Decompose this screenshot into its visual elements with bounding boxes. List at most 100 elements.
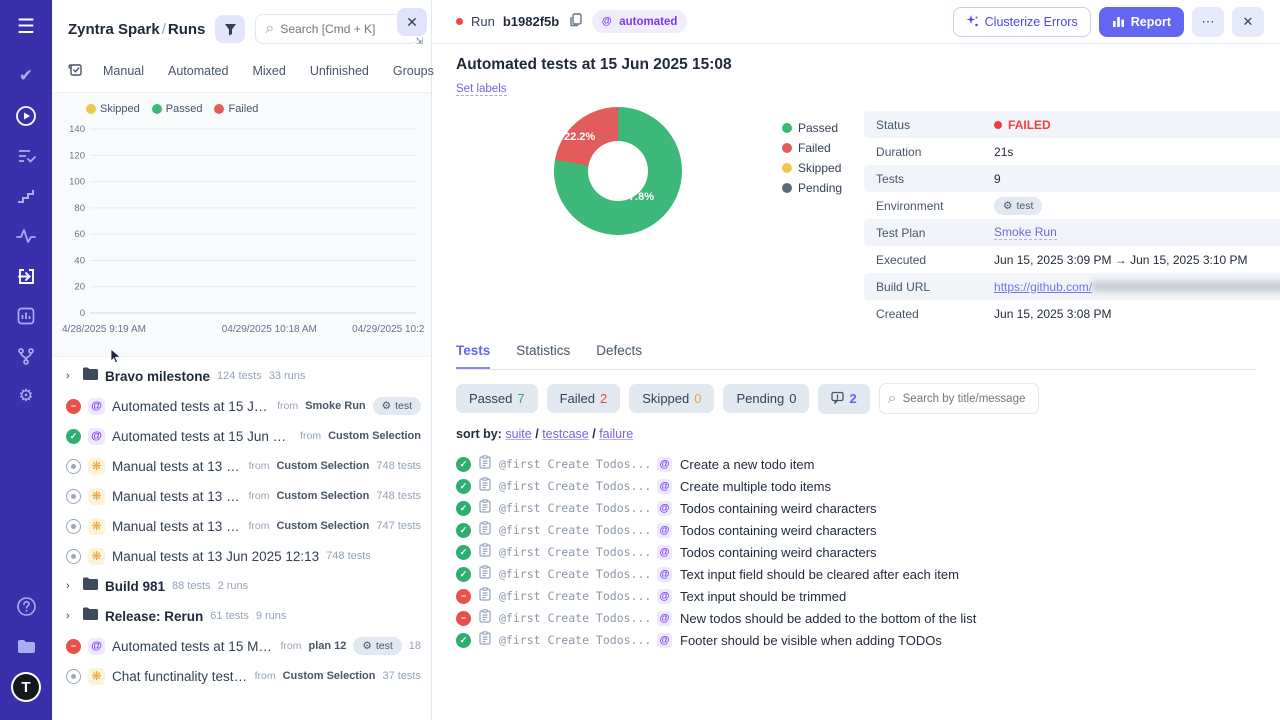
folder-row[interactable]: › Build 981 88 tests 2 runs	[52, 571, 431, 601]
runs-list: › Bravo milestone 124 tests 33 runs − @ …	[52, 357, 431, 720]
test-title[interactable]: New todos should be added to the bottom …	[680, 611, 976, 626]
test-suite-label[interactable]: @first Create Todos...	[499, 479, 649, 493]
test-row[interactable]: ✓ @first Create Todos... @ Todos contain…	[456, 541, 1256, 563]
test-suite-label[interactable]: @first Create Todos...	[499, 589, 649, 603]
close-run-button[interactable]: ✕	[1232, 7, 1264, 37]
test-title[interactable]: Todos containing weird characters	[680, 545, 877, 560]
test-row[interactable]: ✓ @first Create Todos... @ Create a new …	[456, 453, 1256, 475]
passed-dot-icon	[152, 104, 162, 114]
analytics-icon[interactable]	[12, 302, 40, 330]
results-donut-chart: 22.2% 77.8%	[554, 107, 682, 235]
test-title[interactable]: Create a new todo item	[680, 457, 814, 472]
filter-button[interactable]	[215, 15, 245, 43]
failed-dot-icon	[782, 143, 792, 153]
folder-row[interactable]: › Release: Rerun 61 tests 9 runs	[52, 601, 431, 631]
tab-defects[interactable]: Defects	[596, 343, 642, 369]
runs-play-icon[interactable]	[12, 102, 40, 130]
hamburger-menu-icon[interactable]: ☰	[12, 12, 40, 40]
run-details-table: Status FAILED Duration 21s Tests 9 Envir…	[864, 111, 1280, 327]
more-options-button[interactable]: ⋯	[1192, 7, 1224, 37]
check-icon[interactable]: ✔	[12, 62, 40, 90]
test-title[interactable]: Todos containing weird characters	[680, 501, 877, 516]
list-check-icon[interactable]	[12, 142, 40, 170]
test-row[interactable]: ✓ @first Create Todos... @ Text input fi…	[456, 563, 1256, 585]
tests-search[interactable]: ⌕	[879, 383, 1039, 414]
run-row[interactable]: − @ Automated tests at 15 Jun 2025 15:08…	[52, 391, 431, 421]
run-row[interactable]: ❋ Manual tests at 13 Jun 2025 12:13 748 …	[52, 541, 431, 571]
filter-skipped-chip[interactable]: Skipped0	[629, 384, 714, 413]
report-button[interactable]: Report	[1099, 7, 1184, 37]
set-labels-link[interactable]: Set labels	[456, 83, 507, 96]
pulse-icon[interactable]	[12, 222, 40, 250]
clipboard-icon	[479, 521, 491, 540]
test-row[interactable]: ✓ @first Create Todos... @ Footer should…	[456, 629, 1256, 651]
runs-search-input[interactable]	[280, 22, 409, 36]
projects-folder-icon[interactable]	[12, 632, 40, 660]
status-badge: FAILED	[994, 118, 1051, 132]
sort-by-testcase-link[interactable]: testcase	[542, 427, 589, 441]
help-icon[interactable]	[12, 592, 40, 620]
test-suite-label[interactable]: @first Create Todos...	[499, 523, 649, 537]
test-row[interactable]: ✓ @first Create Todos... @ Create multip…	[456, 475, 1256, 497]
filter-comments-chip[interactable]: 2	[818, 384, 869, 414]
import-icon[interactable]	[12, 262, 40, 290]
filter-failed-chip[interactable]: Failed2	[547, 384, 621, 413]
test-title[interactable]: Text input field should be cleared after…	[680, 567, 959, 582]
run-row[interactable]: ❋ Manual tests at 13 Jun 2025 12:13 from…	[52, 511, 431, 541]
filter-pending-chip[interactable]: Pending0	[723, 384, 809, 413]
test-row[interactable]: ✓ @first Create Todos... @ Todos contain…	[456, 497, 1256, 519]
breadcrumb-project[interactable]: Zyntra Spark	[68, 21, 160, 38]
test-title[interactable]: Footer should be visible when adding TOD…	[680, 633, 942, 648]
test-suite-label[interactable]: @first Create Todos...	[499, 633, 649, 647]
branch-icon[interactable]	[12, 342, 40, 370]
sort-by-suite-link[interactable]: suite	[505, 427, 531, 441]
chevron-right-icon[interactable]: ›	[66, 370, 76, 382]
folder-row[interactable]: › Bravo milestone 124 tests 33 runs	[52, 361, 431, 391]
test-suite-label[interactable]: @first Create Todos...	[499, 457, 649, 471]
env-badge: ⚙test	[353, 637, 401, 655]
test-suite-label[interactable]: @first Create Todos...	[499, 567, 649, 581]
test-title[interactable]: Create multiple todo items	[680, 479, 831, 494]
test-plan-link[interactable]: Smoke Run	[994, 225, 1057, 240]
filter-passed-chip[interactable]: Passed7	[456, 384, 538, 413]
select-all-checklist-icon[interactable]	[68, 62, 83, 80]
test-suite-label[interactable]: @first Create Todos...	[499, 501, 649, 515]
tab-manual[interactable]: Manual	[93, 60, 154, 82]
sort-by-failure-link[interactable]: failure	[599, 427, 633, 441]
tab-statistics[interactable]: Statistics	[516, 343, 570, 369]
chevron-right-icon[interactable]: ›	[66, 610, 76, 622]
run-row[interactable]: ❋ Manual tests at 13 Jun 2025 12:16 from…	[52, 481, 431, 511]
panel-close-button[interactable]: ✕	[397, 8, 427, 36]
test-suite-label[interactable]: @first Create Todos...	[499, 545, 649, 559]
test-row[interactable]: ✓ @first Create Todos... @ Todos contain…	[456, 519, 1256, 541]
tab-tests[interactable]: Tests	[456, 343, 490, 369]
run-row[interactable]: − @ Automated tests at 15 May 2025 12:32…	[52, 631, 431, 661]
settings-gear-icon[interactable]: ⚙	[12, 382, 40, 410]
run-row[interactable]: ❋ Chat functinality test Copy from Custo…	[52, 661, 431, 691]
steps-icon[interactable]	[12, 182, 40, 210]
tab-automated[interactable]: Automated	[158, 60, 238, 82]
test-row[interactable]: − @first Create Todos... @ Text input sh…	[456, 585, 1256, 607]
test-suite-label[interactable]: @first Create Todos...	[499, 611, 649, 625]
run-row[interactable]: ❋ Manual tests at 13 Jun 2025 12:17 from…	[52, 451, 431, 481]
test-title[interactable]: Todos containing weird characters	[680, 523, 877, 538]
clipboard-icon	[479, 477, 491, 496]
test-title[interactable]: Text input should be trimmed	[680, 589, 846, 604]
automated-robot-icon: @	[657, 501, 672, 516]
copy-run-id-button[interactable]	[567, 11, 584, 32]
panel-resize-handle[interactable]: ⇲	[415, 36, 423, 47]
run-row[interactable]: ✓ @ Automated tests at 15 Jun 2025 15:01…	[52, 421, 431, 451]
runs-search[interactable]: ⌕	[255, 14, 419, 44]
tab-groups[interactable]: Groups	[383, 60, 444, 82]
automated-robot-icon: @	[657, 523, 672, 538]
chevron-right-icon[interactable]: ›	[66, 580, 76, 592]
tab-mixed[interactable]: Mixed	[242, 60, 295, 82]
test-row[interactable]: − @first Create Todos... @ New todos sho…	[456, 607, 1256, 629]
tab-unfinished[interactable]: Unfinished	[300, 60, 379, 82]
tests-search-input[interactable]	[903, 393, 1030, 405]
clusterize-errors-button[interactable]: Clusterize Errors	[953, 7, 1091, 37]
automated-badge[interactable]: @automated	[592, 10, 687, 33]
app-logo[interactable]: T	[11, 672, 41, 702]
legend-failed: Failed	[782, 141, 842, 155]
build-url-link[interactable]: https://github.com/	[994, 280, 1092, 294]
